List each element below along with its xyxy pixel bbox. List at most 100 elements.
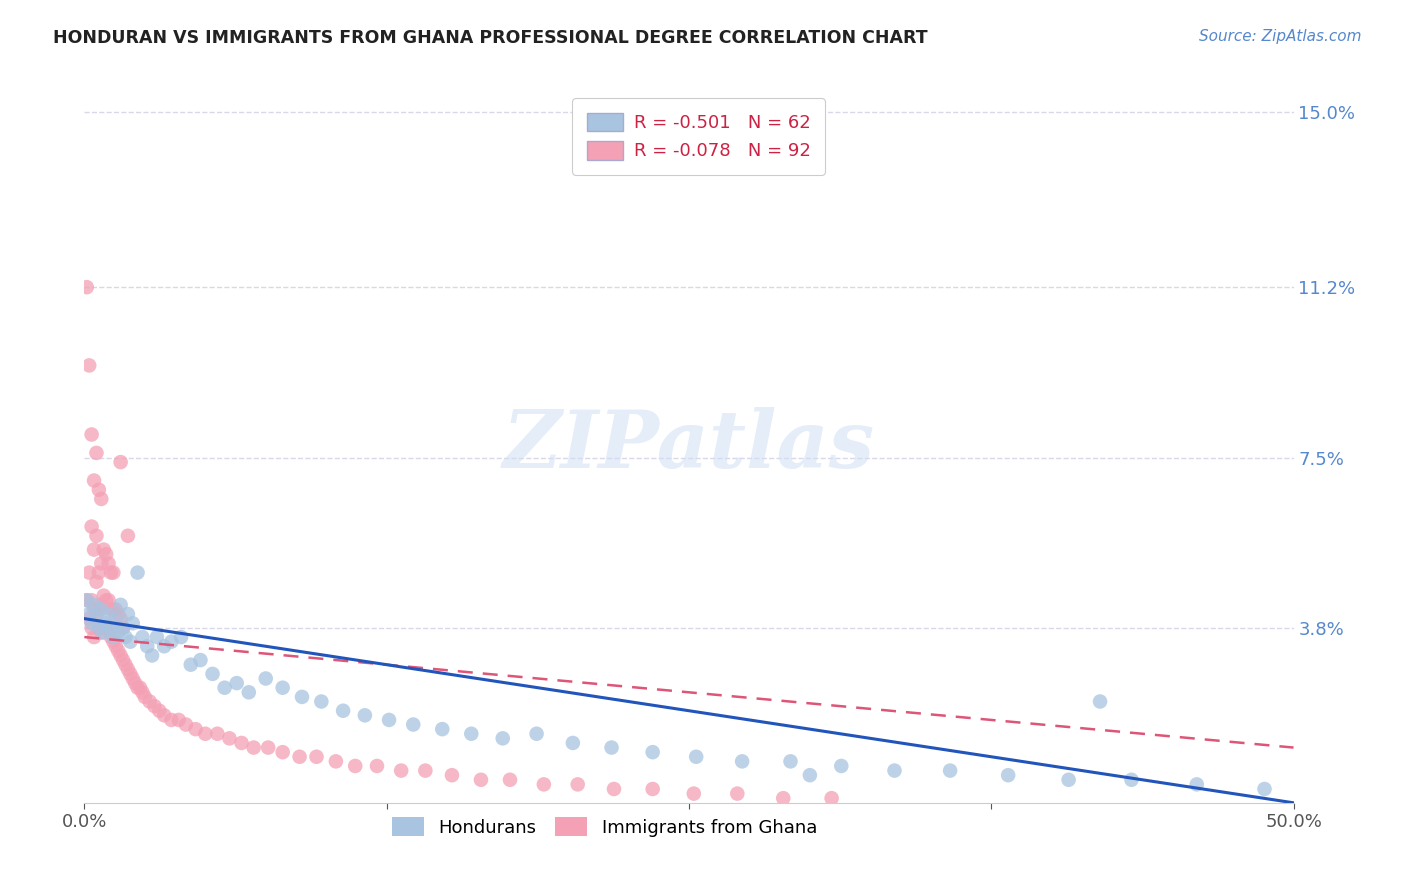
Point	[254, 672, 277, 686]
Point	[271, 745, 294, 759]
Point	[225, 676, 247, 690]
Point	[80, 616, 103, 631]
Point	[460, 727, 482, 741]
Point	[90, 598, 112, 612]
Point	[184, 722, 207, 736]
Point	[103, 634, 125, 648]
Point	[127, 566, 149, 580]
Point	[120, 634, 142, 648]
Point	[86, 607, 108, 621]
Point	[131, 685, 153, 699]
Legend: Hondurans, Immigrants from Ghana: Hondurans, Immigrants from Ghana	[384, 810, 824, 844]
Point	[131, 630, 153, 644]
Point	[94, 616, 117, 631]
Point	[112, 621, 135, 635]
Point	[603, 782, 626, 797]
Point	[80, 427, 103, 442]
Point	[127, 681, 149, 695]
Point	[170, 630, 193, 644]
Point	[799, 768, 821, 782]
Point	[117, 662, 139, 676]
Point	[100, 630, 122, 644]
Point	[76, 593, 98, 607]
Point	[97, 593, 120, 607]
Point	[100, 621, 122, 635]
Point	[939, 764, 962, 778]
Point	[641, 745, 664, 759]
Point	[311, 694, 333, 708]
Text: ZIPatlas: ZIPatlas	[503, 408, 875, 484]
Point	[97, 621, 120, 635]
Point	[110, 612, 132, 626]
Point	[682, 787, 704, 801]
Point	[134, 690, 156, 704]
Point	[344, 759, 367, 773]
Point	[114, 657, 136, 672]
Point	[117, 529, 139, 543]
Point	[94, 593, 117, 607]
Point	[90, 602, 112, 616]
Point	[76, 280, 98, 294]
Point	[83, 602, 105, 616]
Point	[97, 607, 120, 621]
Point	[231, 736, 253, 750]
Point	[121, 672, 143, 686]
Point	[526, 727, 548, 741]
Point	[194, 727, 217, 741]
Point	[76, 593, 98, 607]
Point	[86, 612, 108, 626]
Point	[271, 681, 294, 695]
Point	[148, 704, 170, 718]
Point	[190, 653, 212, 667]
Point	[141, 648, 163, 663]
Point	[180, 657, 202, 672]
Point	[77, 607, 100, 621]
Point	[378, 713, 401, 727]
Point	[354, 708, 377, 723]
Point	[561, 736, 583, 750]
Point	[107, 607, 129, 621]
Point	[138, 694, 160, 708]
Point	[174, 717, 197, 731]
Point	[93, 621, 115, 635]
Point	[103, 566, 125, 580]
Point	[218, 731, 240, 746]
Point	[685, 749, 707, 764]
Point	[600, 740, 623, 755]
Point	[129, 681, 152, 695]
Point	[83, 598, 105, 612]
Point	[1121, 772, 1143, 787]
Point	[103, 630, 125, 644]
Point	[87, 483, 110, 497]
Point	[641, 782, 664, 797]
Point	[93, 542, 115, 557]
Point	[93, 589, 115, 603]
Point	[167, 713, 190, 727]
Point	[820, 791, 842, 805]
Point	[94, 547, 117, 561]
Point	[242, 740, 264, 755]
Point	[214, 681, 236, 695]
Point	[1253, 782, 1275, 797]
Point	[87, 621, 110, 635]
Point	[146, 630, 169, 644]
Point	[830, 759, 852, 773]
Text: Source: ZipAtlas.com: Source: ZipAtlas.com	[1198, 29, 1361, 44]
Point	[77, 612, 100, 626]
Point	[492, 731, 515, 746]
Point	[120, 666, 142, 681]
Point	[124, 676, 146, 690]
Point	[83, 542, 105, 557]
Point	[440, 768, 463, 782]
Point	[567, 777, 589, 791]
Point	[80, 593, 103, 607]
Point	[87, 602, 110, 616]
Point	[432, 722, 454, 736]
Point	[83, 630, 105, 644]
Point	[499, 772, 522, 787]
Point	[725, 787, 748, 801]
Point	[93, 625, 115, 640]
Point	[325, 755, 347, 769]
Point	[201, 666, 224, 681]
Point	[104, 602, 127, 616]
